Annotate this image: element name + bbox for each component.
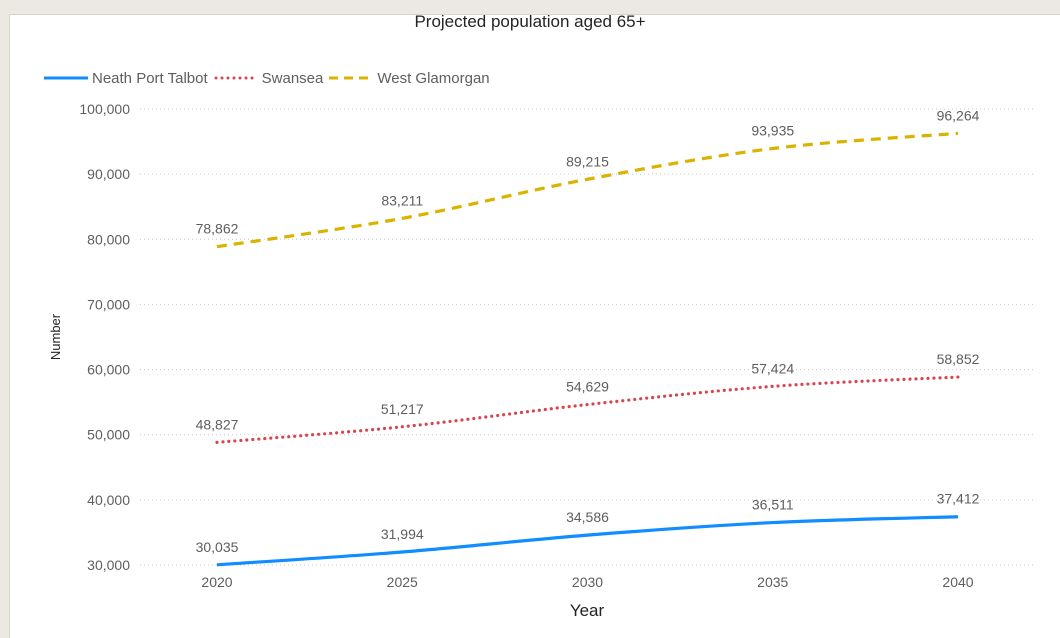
data-point [215,440,219,444]
data-label: 30,035 [196,539,239,555]
data-point [215,563,219,567]
data-point [586,533,590,537]
y-tick-label: 90,000 [87,166,130,182]
y-tick-label: 50,000 [87,427,130,443]
data-label: 37,412 [937,491,980,507]
y-axis-title: Number [48,313,63,360]
y-tick-label: 30,000 [87,557,130,573]
series-line-2 [216,131,959,249]
data-point [400,425,404,429]
data-label: 36,511 [752,497,794,513]
data-point [215,245,219,249]
legend-swatch-dotted-line [214,76,260,80]
data-label: 48,827 [196,416,239,432]
x-tick-label: 2025 [387,574,418,590]
legend-swatch-dashed-line [329,76,374,80]
data-point [400,216,404,220]
x-tick-label: 2035 [757,574,788,590]
x-tick-label: 2040 [942,574,973,590]
data-point [771,384,775,388]
x-axis-title: Year [570,601,605,620]
data-point [771,147,775,151]
data-point [956,131,960,135]
data-label: 51,217 [381,401,424,417]
data-label: 89,215 [566,153,609,169]
data-point [586,177,590,181]
x-tick-label: 2020 [201,574,232,590]
data-point [956,515,960,519]
legend-label: West Glamorgan [377,69,490,87]
data-label: 54,629 [566,379,609,395]
legend-item-series-0[interactable]: Neath Port Talbot [44,70,208,87]
data-point [771,521,775,525]
legend-swatch-solid-line [44,76,88,80]
data-point [586,403,590,407]
data-label: 57,424 [751,360,794,376]
legend-item-series-1[interactable]: Swansea [214,69,324,87]
y-tick-label: 70,000 [87,296,130,312]
data-point [400,550,404,554]
data-label: 96,264 [937,107,980,123]
data-label: 93,935 [751,123,794,139]
legend-label: Neath Port Talbot [92,69,208,87]
data-label: 78,862 [196,221,239,237]
series-line-0 [216,515,959,567]
chart-legend: Neath Port Talbot Swansea West Glamorgan [44,68,496,88]
y-tick-label: 40,000 [87,492,130,508]
legend-label: Swansea [261,69,324,87]
chart-title: Projected population aged 65+ [414,12,646,31]
data-point [956,375,960,379]
y-tick-label: 60,000 [87,362,130,378]
data-label: 83,211 [381,192,423,208]
y-tick-label: 100,000 [79,101,130,117]
legend-item-series-2[interactable]: West Glamorgan [329,69,490,87]
x-tick-label: 2030 [572,574,603,590]
series-line-1 [215,375,960,444]
data-label: 34,586 [566,509,609,525]
data-label: 31,994 [381,526,424,542]
chart-card [9,14,1060,638]
y-tick-label: 80,000 [87,231,130,247]
data-label: 58,852 [937,351,980,367]
